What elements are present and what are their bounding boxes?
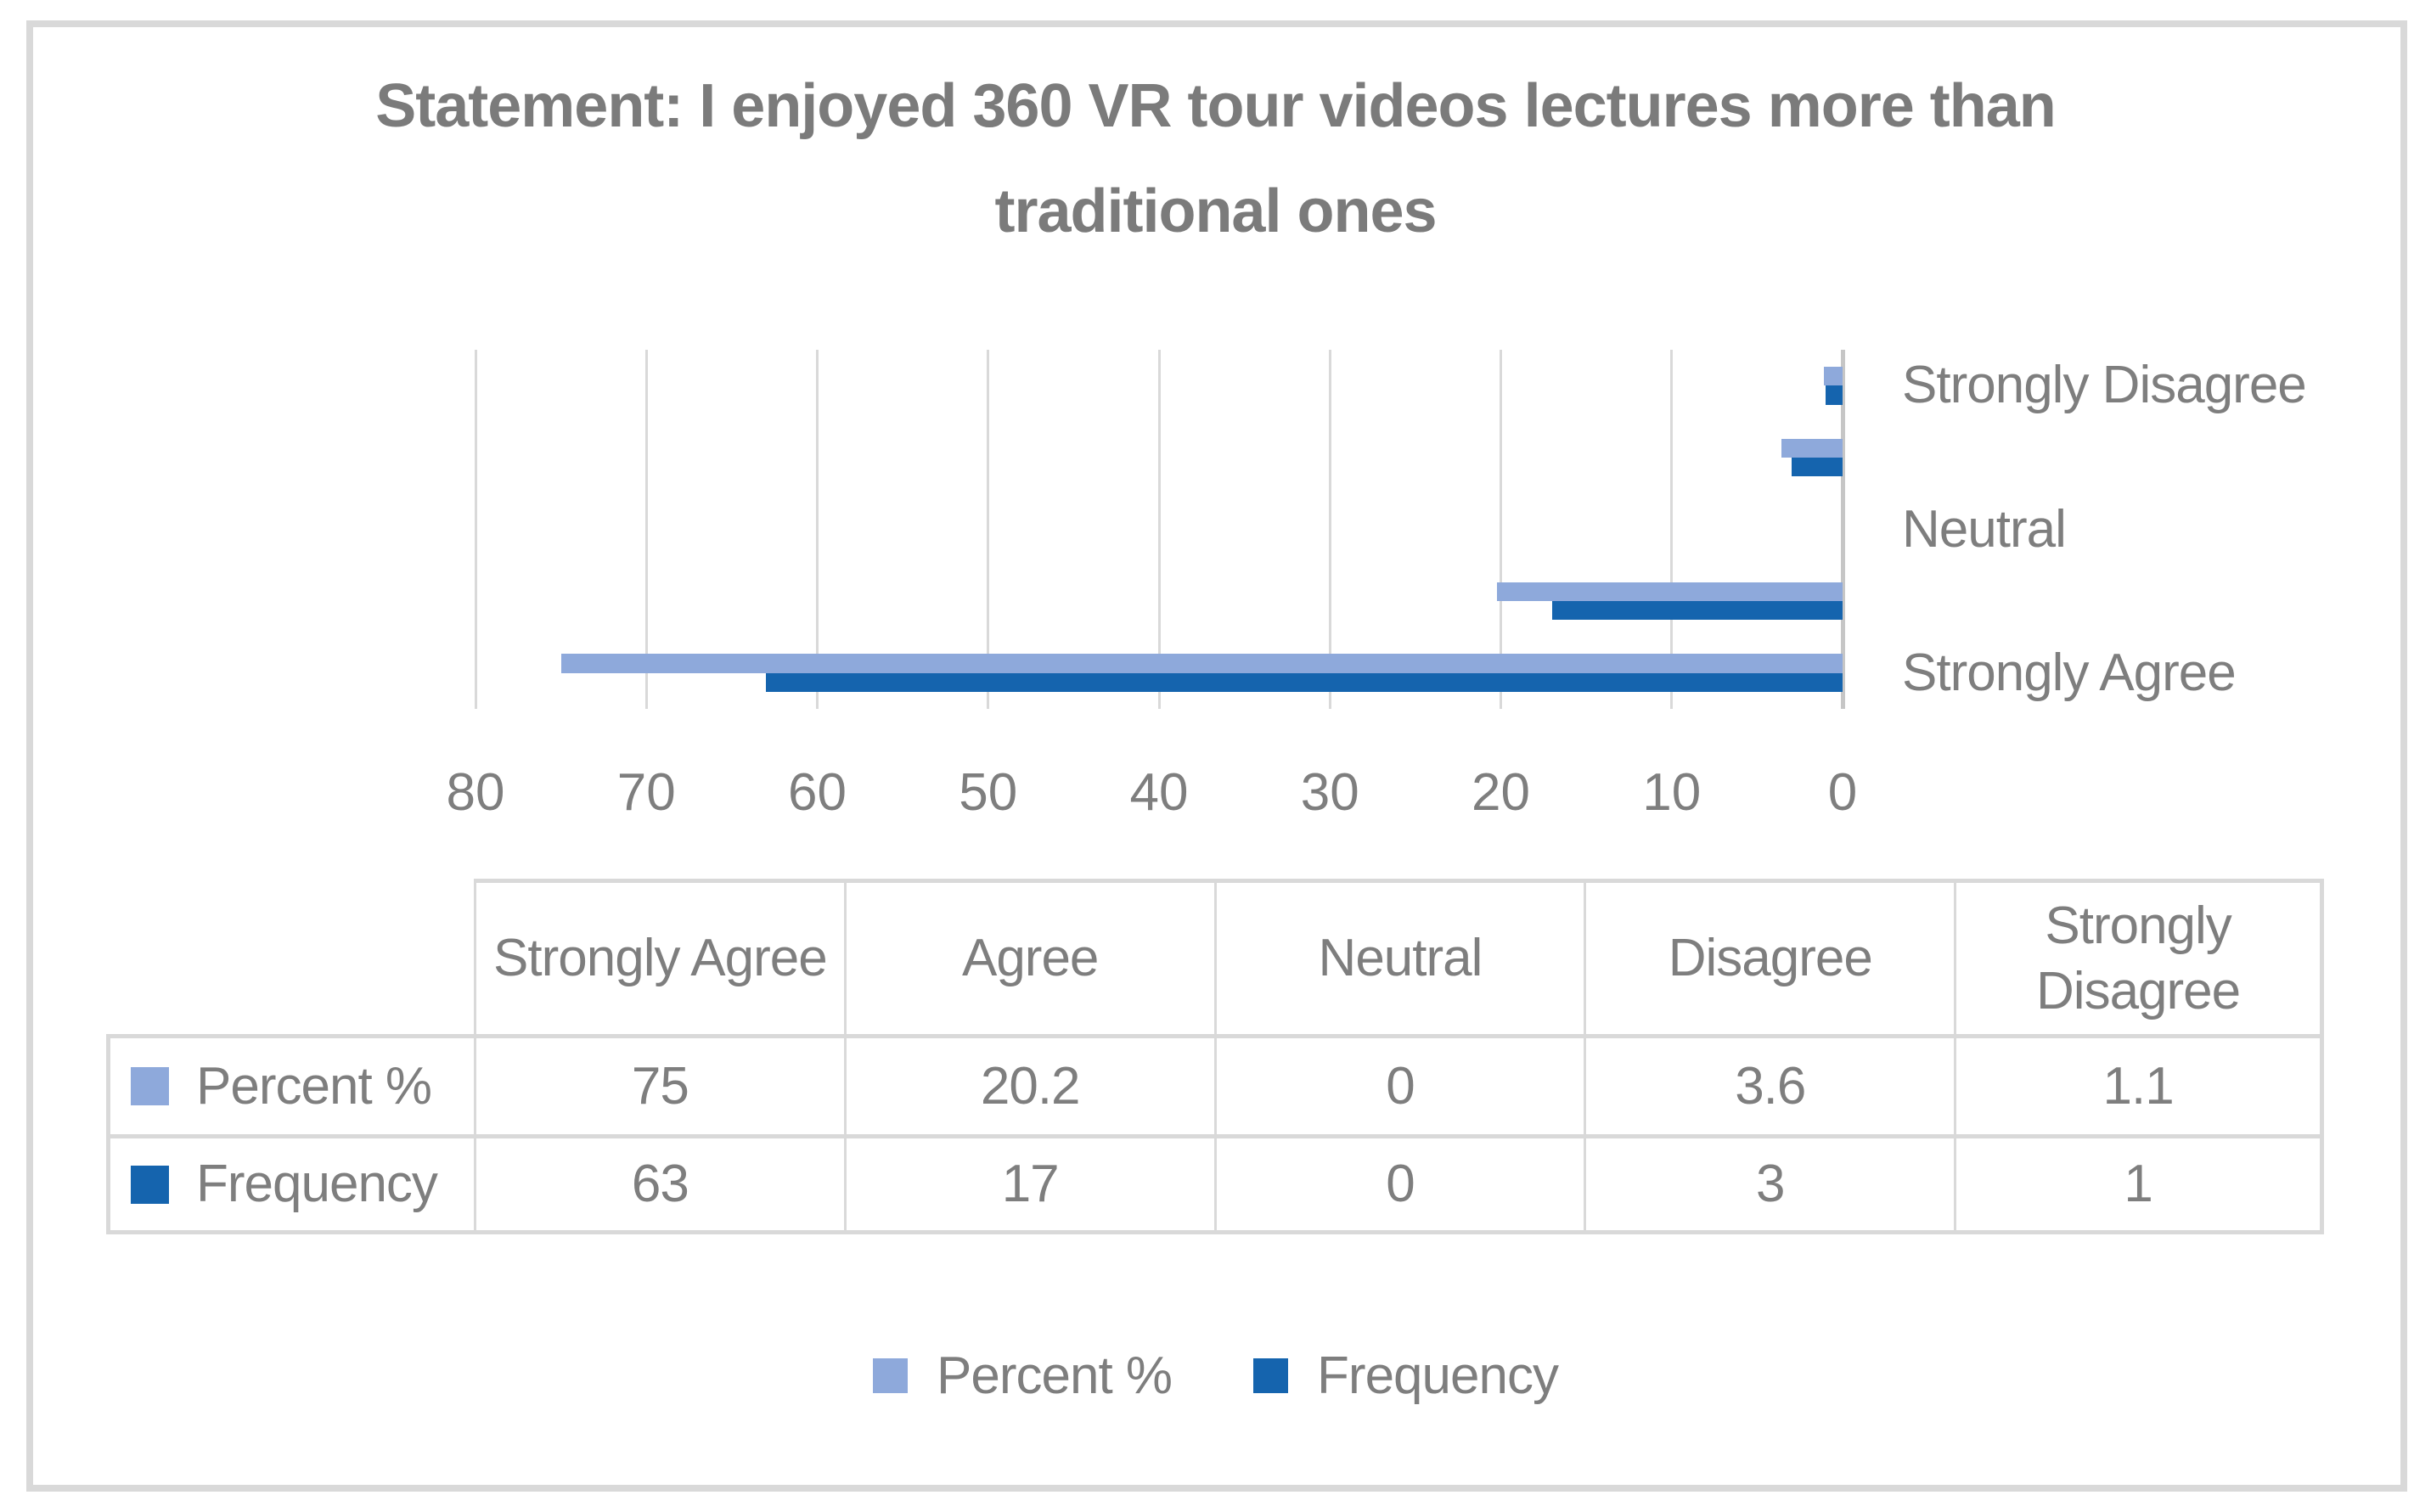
table-column-header: Agree bbox=[843, 879, 1214, 1034]
data-table: Strongly Agree Agree Neutral Disagree Strong… bbox=[106, 879, 2324, 1234]
bar-frequency-disagree bbox=[1791, 457, 1843, 477]
figure-border-frame bbox=[26, 20, 2407, 1492]
series-marker-percent bbox=[131, 1067, 169, 1105]
x-axis-tick-label: 20 bbox=[1472, 763, 1530, 822]
x-axis-tick-label: 40 bbox=[1129, 763, 1189, 822]
x-axis-tick-label: 50 bbox=[959, 763, 1018, 822]
bar-percent-strongly-disagree bbox=[1823, 367, 1843, 386]
x-axis-tick-label: 30 bbox=[1300, 763, 1359, 822]
gridline bbox=[1670, 350, 1674, 709]
chart-title: Statement: I enjoyed 360 VR tour videos … bbox=[375, 72, 2057, 245]
table-value-cell: 0 bbox=[1213, 1134, 1584, 1234]
gridline bbox=[1157, 350, 1161, 709]
value-axis-zero-line bbox=[1840, 350, 1845, 709]
legend-marker-frequency bbox=[1253, 1358, 1289, 1393]
gridline bbox=[1500, 350, 1502, 709]
gridline bbox=[1328, 350, 1331, 709]
x-axis-tick-label: 80 bbox=[446, 763, 505, 822]
legend-item-percent: Percent % bbox=[873, 1346, 1173, 1406]
category-axis-label: Strongly Agree bbox=[1902, 643, 2237, 702]
table-column-header: Strongly Agree bbox=[474, 879, 844, 1034]
table-row-label: Percent % bbox=[106, 1034, 474, 1134]
bar-percent-agree bbox=[1497, 582, 1843, 602]
table-value-cell: 1.1 bbox=[1954, 1034, 2324, 1134]
table-column-header: Strongly Disagree bbox=[1954, 879, 2324, 1034]
table-value-cell: 1 bbox=[1954, 1134, 2324, 1234]
bar-frequency-agree bbox=[1551, 601, 1843, 621]
table-row-label-text: Frequency bbox=[196, 1155, 438, 1214]
table-corner-cell bbox=[106, 879, 474, 1034]
x-axis-tick-label: 0 bbox=[1827, 763, 1858, 822]
table-value-cell: 20.2 bbox=[843, 1034, 1214, 1134]
bar-percent-strongly-agree bbox=[560, 654, 1843, 673]
category-axis-label: Strongly Disagree bbox=[1902, 356, 2307, 415]
chart-legend: Percent % Frequency bbox=[0, 1346, 2431, 1406]
table-value-cell: 3 bbox=[1584, 1134, 1955, 1234]
table-row-label-text: Percent % bbox=[196, 1056, 432, 1116]
legend-label: Frequency bbox=[1317, 1346, 1559, 1405]
bar-frequency-strongly-disagree bbox=[1825, 385, 1843, 405]
legend-marker-percent bbox=[873, 1358, 909, 1393]
bar-percent-disagree bbox=[1781, 438, 1843, 458]
table-value-cell: 0 bbox=[1213, 1034, 1584, 1134]
table-value-cell: 3.6 bbox=[1584, 1034, 1955, 1134]
table-value-cell: 17 bbox=[843, 1134, 1214, 1234]
x-axis-tick-label: 70 bbox=[616, 763, 676, 822]
gridline bbox=[987, 350, 990, 709]
table-row-label: Frequency bbox=[106, 1134, 474, 1234]
table-value-cell: 63 bbox=[474, 1134, 844, 1234]
table-column-header: Disagree bbox=[1584, 879, 1955, 1034]
gridline bbox=[474, 350, 477, 709]
bar-frequency-strongly-agree bbox=[766, 672, 1843, 692]
gridline bbox=[644, 350, 648, 709]
legend-label: Percent % bbox=[937, 1346, 1173, 1405]
x-axis-tick-label: 60 bbox=[788, 763, 847, 822]
x-axis-tick-label: 10 bbox=[1642, 763, 1702, 822]
legend-item-frequency: Frequency bbox=[1253, 1346, 1559, 1406]
gridline bbox=[816, 350, 819, 709]
category-axis-label: Neutral bbox=[1902, 499, 2067, 559]
table-value-cell: 75 bbox=[474, 1034, 844, 1134]
table-column-header: Neutral bbox=[1213, 879, 1584, 1034]
series-marker-frequency bbox=[131, 1165, 169, 1204]
